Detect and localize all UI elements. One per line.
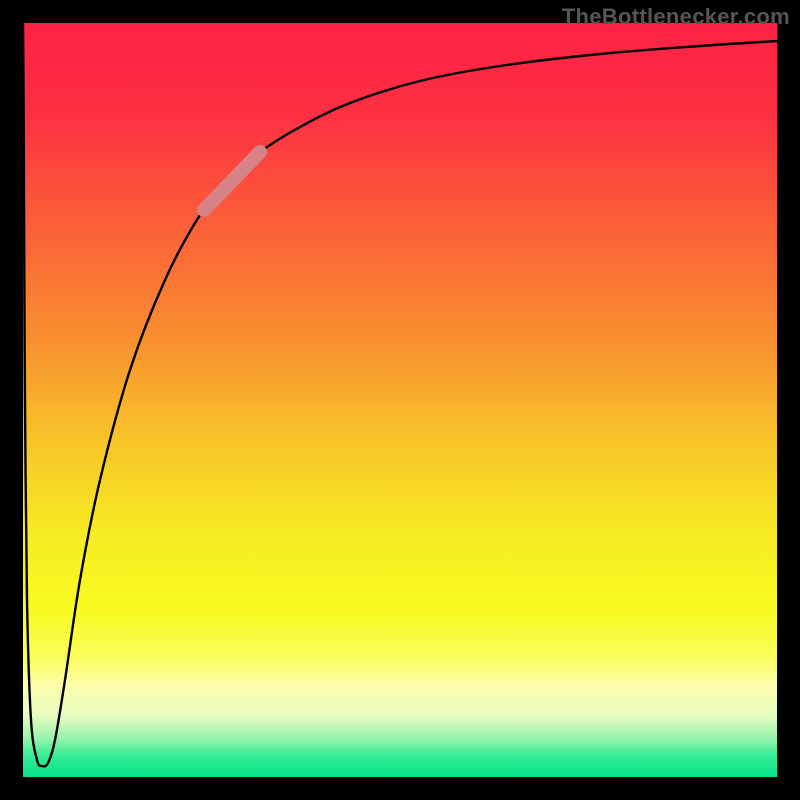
bottleneck-chart: TheBottlenecker.com bbox=[0, 0, 800, 800]
chart-svg bbox=[0, 0, 800, 800]
chart-background-gradient bbox=[23, 23, 777, 777]
attribution-label: TheBottlenecker.com bbox=[562, 4, 790, 30]
